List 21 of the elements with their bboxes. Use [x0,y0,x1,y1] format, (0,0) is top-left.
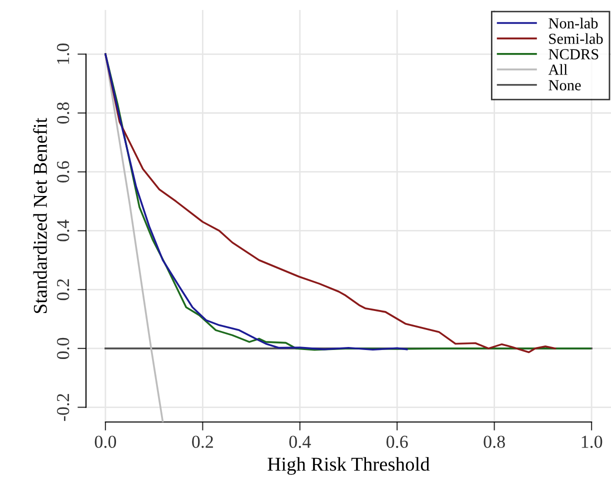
y-tick-label: 0.8 [56,102,70,124]
legend-label: All [548,64,568,75]
x-tick-label: 1.0 [582,436,602,448]
y-tick-label: 0.6 [56,161,70,182]
x-tick-label: 0.2 [192,436,213,448]
legend-label: Semi-lab [549,33,603,44]
legend-label: Non-lab [548,18,598,28]
x-tick-label: 0.8 [484,436,505,448]
y-tick-label: 0.0 [56,338,70,360]
x-axis-title: High Risk Threshold [268,457,430,475]
x-tick-label: 0.6 [386,436,408,448]
y-tick-label: -0.2 [56,394,70,421]
y-tick-label: 1.0 [56,44,70,64]
y-tick-label: 0.2 [56,279,70,300]
x-tick-label: 0.4 [289,436,311,448]
y-axis-title: Standardized Net Benefit [33,118,47,313]
legend-label: None [548,80,581,90]
legend-label: NCDRS [548,49,598,60]
line-series [104,53,408,351]
x-tick-label: 0.0 [94,436,116,448]
y-tick-label: 0.4 [56,220,70,242]
